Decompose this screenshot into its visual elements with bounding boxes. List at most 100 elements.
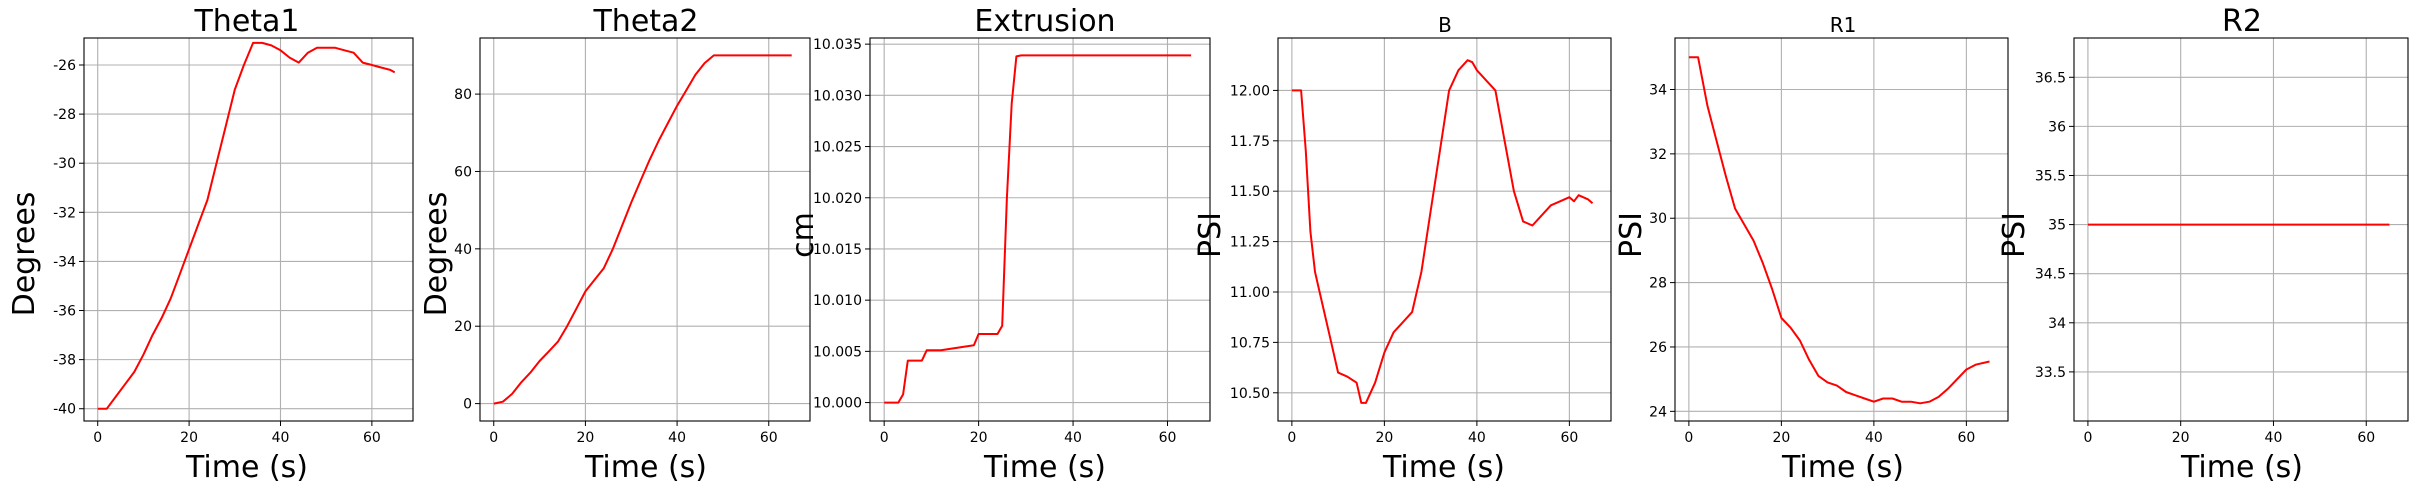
chart-panel-r1: 0 20 40 60 24 26 28 30 32 34 R1 Time (s) PSI [1614, 13, 2009, 485]
extrusion-y-tick-label-7: 10.035 [813, 37, 862, 53]
theta1-y-tick-label-7: -26 [53, 58, 76, 74]
extrusion-y-tick-label-4: 10.020 [813, 191, 862, 207]
chart-panel-theta2: 0 20 40 60 0 20 40 60 80 Theta2 Time (s) Degrees [419, 4, 811, 485]
r2-y-tick-label-1: 34 [2048, 316, 2066, 332]
b-y-tick-label-4: 11.50 [1230, 184, 1270, 200]
theta2-axes-frame [479, 37, 811, 422]
b-x-tick-label-3: 60 [1560, 430, 1578, 446]
r1-x-tick-label-1: 20 [1772, 430, 1790, 446]
theta1-y-tick-label-0: -40 [53, 402, 76, 418]
theta1-title: Theta1 [193, 4, 299, 39]
r2-plot-area: 0 20 40 60 33.5 34 34.5 35 35.5 36 36.5 [2035, 37, 2409, 446]
extrusion-y-tick-label-2: 10.010 [813, 293, 862, 309]
r1-y-tick-label-3: 30 [1649, 211, 1667, 227]
theta1-plot-area: 0 20 40 60 -40 -38 -36 -34 -32 -30 -28 -26 [53, 37, 414, 446]
theta1-y-tick-label-6: -28 [53, 107, 76, 123]
r2-x-axis-label: Time (s) [2180, 450, 2303, 485]
theta1-y-tick-label-2: -36 [53, 304, 76, 320]
theta2-y-tick-label-2: 40 [454, 242, 472, 258]
r2-y-tick-label-3: 35 [2048, 218, 2066, 234]
chart-panel-extrusion: 0 20 40 60 10.000 10.005 10.010 10.015 10.020 10.… [786, 4, 1211, 485]
r1-y-tick-label-1: 26 [1649, 340, 1667, 356]
theta1-x-tick-label-3: 60 [363, 430, 381, 446]
extrusion-y-tick-label-6: 10.030 [813, 88, 862, 104]
b-y-tick-label-0: 10.50 [1230, 386, 1270, 402]
r1-y-tick-label-2: 28 [1649, 276, 1667, 292]
r1-y-tick-label-5: 34 [1649, 82, 1667, 98]
theta1-axes-frame [83, 37, 414, 422]
b-x-tick-label-2: 40 [1468, 430, 1486, 446]
b-y-tick-label-1: 10.75 [1230, 335, 1270, 351]
r1-y-axis-label: PSI [1614, 212, 1649, 258]
b-axes-frame [1277, 37, 1612, 422]
theta2-x-tick-label-0: 0 [489, 430, 498, 446]
extrusion-plot-area: 0 20 40 60 10.000 10.005 10.010 10.015 10.020 10.… [813, 37, 1211, 446]
extrusion-y-tick-label-5: 10.025 [813, 140, 862, 156]
extrusion-x-tick-label-2: 40 [1064, 430, 1082, 446]
r1-axes-frame [1674, 37, 2009, 422]
theta2-x-tick-label-3: 60 [760, 430, 778, 446]
theta2-x-axis-label: Time (s) [584, 450, 707, 485]
extrusion-title: Extrusion [974, 4, 1115, 39]
extrusion-x-tick-label-0: 0 [880, 430, 889, 446]
r1-x-tick-label-0: 0 [1684, 430, 1693, 446]
theta2-y-tick-label-4: 80 [454, 87, 472, 103]
extrusion-x-tick-label-3: 60 [1159, 430, 1177, 446]
r2-y-tick-label-0: 33.5 [2035, 365, 2066, 381]
b-x-axis-label: Time (s) [1382, 450, 1505, 485]
r1-plot-area: 0 20 40 60 24 26 28 30 32 34 [1649, 37, 2009, 446]
r2-y-tick-label-4: 35.5 [2035, 168, 2066, 184]
theta2-y-tick-label-0: 0 [463, 397, 472, 413]
r1-y-tick-label-0: 24 [1649, 404, 1667, 420]
b-y-axis-label: PSI [1193, 212, 1228, 258]
r1-x-tick-label-2: 40 [1865, 430, 1883, 446]
b-x-tick-label-0: 0 [1287, 430, 1296, 446]
theta1-y-tick-label-5: -30 [53, 156, 76, 172]
theta2-x-tick-label-2: 40 [668, 430, 686, 446]
b-series-line [1291, 59, 1594, 404]
extrusion-series-line [884, 54, 1192, 404]
theta1-series-line [97, 41, 396, 410]
r1-x-tick-label-3: 60 [1957, 430, 1975, 446]
r1-y-tick-label-4: 32 [1649, 147, 1667, 163]
r2-y-tick-label-5: 36 [2048, 119, 2066, 135]
theta1-x-tick-label-2: 40 [272, 430, 290, 446]
theta1-y-tick-label-1: -38 [53, 353, 76, 369]
theta2-plot-area: 0 20 40 60 0 20 40 60 80 [454, 37, 811, 446]
theta1-x-axis-label: Time (s) [185, 450, 308, 485]
r2-x-tick-label-2: 40 [2265, 430, 2283, 446]
chart-panel-b: 0 20 40 60 10.50 10.75 11.00 11.25 11.50 11.75 12.… [1193, 13, 1612, 485]
extrusion-y-tick-label-3: 10.015 [813, 242, 862, 258]
extrusion-y-tick-label-0: 10.000 [813, 396, 862, 412]
r2-x-tick-label-0: 0 [2083, 430, 2092, 446]
r2-axes-frame [2073, 37, 2409, 422]
b-y-tick-label-3: 11.25 [1230, 235, 1270, 251]
theta1-x-tick-label-1: 20 [180, 430, 198, 446]
b-y-tick-label-6: 12.00 [1230, 83, 1270, 99]
theta2-y-axis-label: Degrees [419, 192, 454, 317]
extrusion-x-axis-label: Time (s) [983, 450, 1106, 485]
theta2-x-tick-label-1: 20 [577, 430, 595, 446]
b-x-tick-label-1: 20 [1375, 430, 1393, 446]
chart-panel-r2: 0 20 40 60 33.5 34 34.5 35 35.5 36 36.5 R2 Time (s… [1997, 4, 2409, 485]
extrusion-x-tick-label-1: 20 [970, 430, 988, 446]
chart-panel-theta1: 0 20 40 60 -40 -38 -36 -34 -32 -30 -28 -26 Theta1 T… [7, 4, 414, 485]
r1-x-axis-label: Time (s) [1781, 450, 1904, 485]
theta2-y-tick-label-1: 20 [454, 319, 472, 335]
r2-y-tick-label-6: 36.5 [2035, 70, 2066, 86]
r2-y-axis-label: PSI [1997, 212, 2032, 258]
theta1-x-tick-label-0: 0 [93, 430, 102, 446]
r2-x-tick-label-3: 60 [2357, 430, 2375, 446]
extrusion-y-tick-label-1: 10.005 [813, 344, 862, 360]
r2-y-tick-label-2: 34.5 [2035, 267, 2066, 283]
b-title: B [1438, 13, 1452, 37]
theta1-y-tick-label-3: -34 [53, 254, 76, 270]
r1-series-line [1688, 56, 1990, 405]
b-y-tick-label-5: 11.75 [1230, 134, 1270, 150]
theta2-series-line [493, 54, 792, 405]
b-y-tick-label-2: 11.00 [1230, 285, 1270, 301]
theta2-y-tick-label-3: 60 [454, 164, 472, 180]
theta1-y-axis-label: Degrees [7, 192, 42, 317]
r1-title: R1 [1830, 13, 1857, 37]
